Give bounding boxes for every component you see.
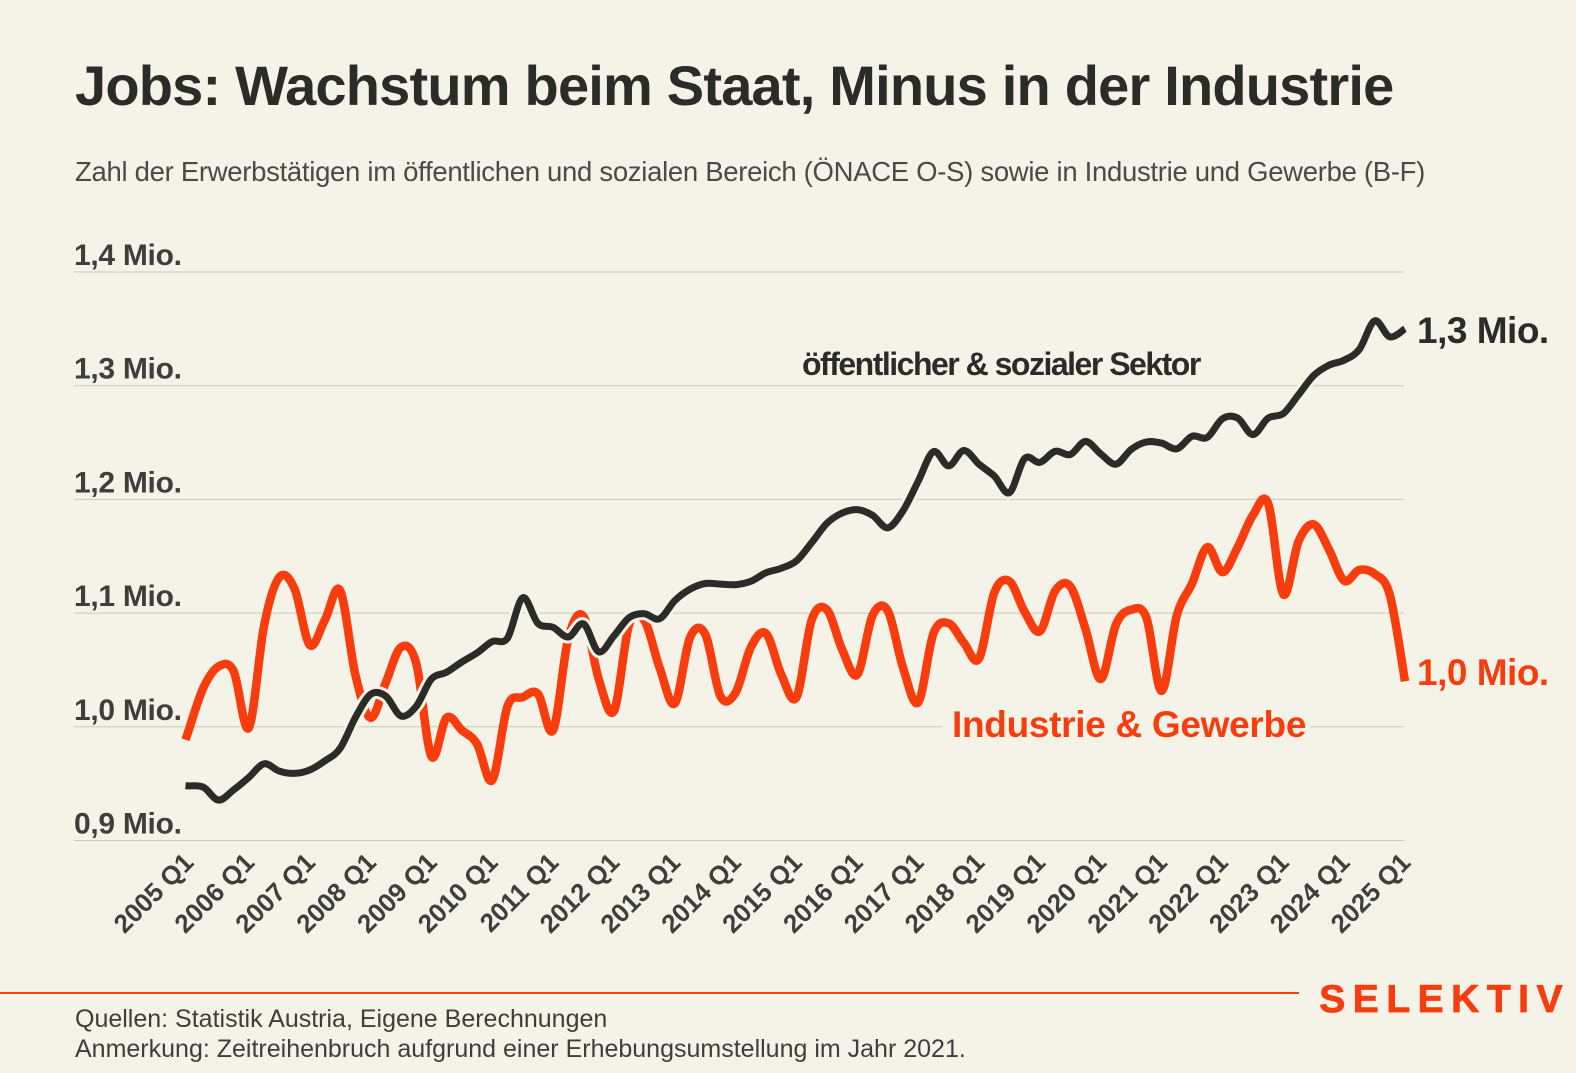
svg-text:1,2 Mio.: 1,2 Mio. xyxy=(74,466,182,499)
svg-text:Zahl der Erwerbstätigen im öff: Zahl der Erwerbstätigen im öffentlichen … xyxy=(75,156,1425,187)
svg-text:SELEKTIV: SELEKTIV xyxy=(1319,978,1570,1021)
svg-text:0,9 Mio.: 0,9 Mio. xyxy=(74,808,182,841)
svg-text:1,4 Mio.: 1,4 Mio. xyxy=(74,239,182,272)
svg-text:1,3 Mio.: 1,3 Mio. xyxy=(1417,310,1549,351)
svg-text:1,0 Mio.: 1,0 Mio. xyxy=(74,694,182,727)
svg-text:öffentlicher & sozialer Sektor: öffentlicher & sozialer Sektor xyxy=(802,346,1201,382)
svg-text:Anmerkung: Zeitreihenbruch auf: Anmerkung: Zeitreihenbruch aufgrund eine… xyxy=(75,1035,966,1063)
svg-text:1,1 Mio.: 1,1 Mio. xyxy=(74,580,182,613)
svg-text:Jobs: Wachstum beim Staat, Min: Jobs: Wachstum beim Staat, Minus in der … xyxy=(75,54,1393,117)
svg-text:1,0 Mio.: 1,0 Mio. xyxy=(1417,652,1549,693)
svg-text:Quellen: Statistik Austria, Ei: Quellen: Statistik Austria, Eigene Berec… xyxy=(75,1005,607,1033)
svg-text:Industrie & Gewerbe: Industrie & Gewerbe xyxy=(952,704,1306,745)
svg-text:1,3 Mio.: 1,3 Mio. xyxy=(74,353,182,386)
